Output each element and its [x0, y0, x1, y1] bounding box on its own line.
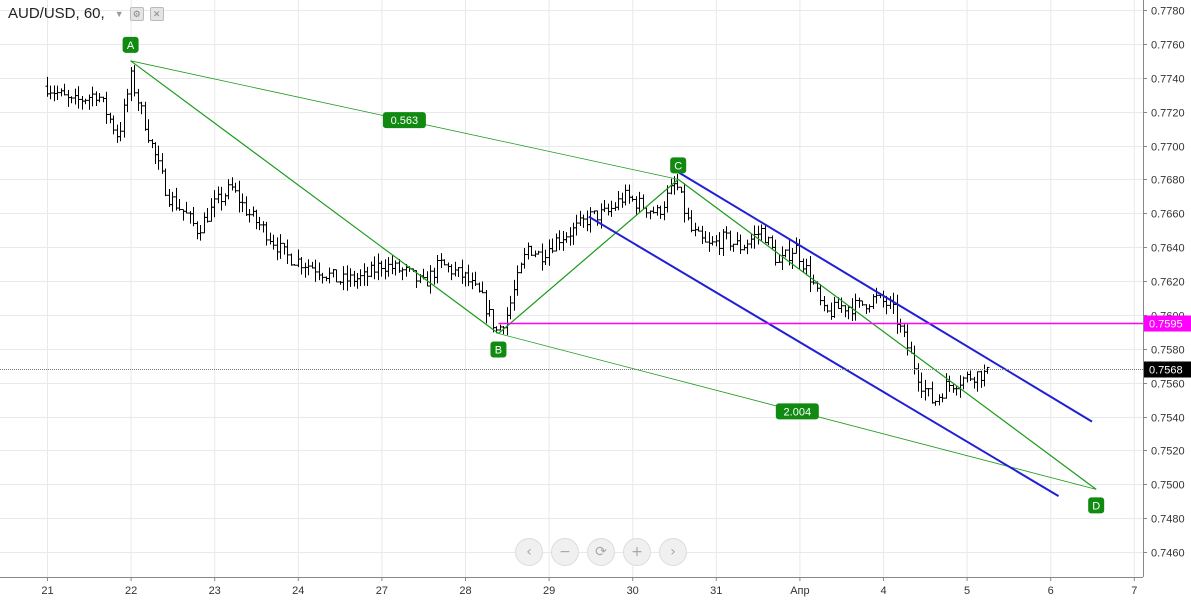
ratio-label[interactable]: 2.004: [784, 406, 812, 418]
pattern-leg-cd[interactable]: [677, 178, 1097, 490]
zoom-out-button[interactable]: −: [551, 538, 579, 566]
channel-line[interactable]: [588, 215, 1060, 497]
symbol-header: AUD/USD, 60, ▼ ⚙ ✕: [8, 5, 164, 22]
y-tick-label: 0.7500: [1151, 480, 1185, 492]
x-tick-label: 7: [1131, 585, 1137, 597]
chevron-down-icon[interactable]: ▼: [114, 8, 124, 19]
point-label-bg[interactable]: [670, 157, 687, 174]
pattern-leg-bc[interactable]: [498, 178, 679, 334]
channel-line[interactable]: [678, 171, 1093, 423]
y-tick-label: 0.7460: [1151, 548, 1185, 560]
chart-navigation: ‹ − ⟳ + ›: [515, 538, 687, 566]
ohlc-bars: [45, 65, 990, 406]
y-tick-label: 0.7620: [1151, 277, 1185, 289]
point-label-d[interactable]: D: [1092, 500, 1100, 512]
y-tick-label: 0.7740: [1151, 74, 1185, 86]
chart-drawings[interactable]: A B C D 0.563 2.004: [0, 36, 1143, 514]
point-label-b[interactable]: B: [495, 345, 502, 357]
y-tick-label: 0.7680: [1151, 175, 1185, 187]
point-label-bg[interactable]: [1088, 497, 1105, 514]
zoom-in-button[interactable]: +: [623, 538, 651, 566]
scroll-left-button[interactable]: ‹: [515, 538, 543, 566]
last-price-tag-bg: [1144, 361, 1191, 378]
level-price-tag-bg: [1144, 315, 1191, 332]
x-tick-label: 22: [125, 585, 137, 597]
point-label-c[interactable]: C: [674, 160, 682, 172]
symbol-title[interactable]: AUD/USD, 60,: [8, 5, 105, 22]
x-tick-label: 4: [880, 585, 886, 597]
pattern-leg-ab[interactable]: [130, 60, 499, 334]
x-tick-label: 21: [41, 585, 53, 597]
scroll-right-button[interactable]: ›: [659, 538, 687, 566]
y-tick-label: 0.7480: [1151, 514, 1185, 526]
y-tick-label: 0.7660: [1151, 209, 1185, 221]
y-tick-label: 0.7540: [1151, 413, 1185, 425]
reset-chart-button[interactable]: ⟳: [587, 538, 615, 566]
x-tick-label: Апр: [790, 585, 809, 597]
x-tick-label: 5: [964, 585, 970, 597]
level-price-tag: 0.7595: [1149, 319, 1183, 331]
x-tick-label: 31: [710, 585, 722, 597]
x-tick-label: 27: [376, 585, 388, 597]
y-tick-label: 0.7520: [1151, 446, 1185, 458]
x-tick-label: 6: [1048, 585, 1054, 597]
x-tick-label: 24: [292, 585, 304, 597]
ratio-label[interactable]: 0.563: [391, 115, 419, 127]
y-tick-label: 0.7760: [1151, 40, 1185, 52]
y-tick-label: 0.7720: [1151, 108, 1185, 120]
y-tick-label: 0.7580: [1151, 345, 1185, 357]
x-tick-label: 30: [627, 585, 639, 597]
x-tick-label: 23: [209, 585, 221, 597]
close-icon[interactable]: ✕: [149, 6, 164, 21]
y-tick-label: 0.7640: [1151, 243, 1185, 255]
ratio-label-bg[interactable]: [382, 112, 426, 129]
settings-icon[interactable]: ⚙: [129, 6, 144, 21]
y-tick-label: 0.7700: [1151, 142, 1185, 154]
point-label-bg[interactable]: [122, 36, 139, 53]
y-tick-label: 0.7780: [1151, 6, 1185, 18]
last-price-tag: 0.7568: [1149, 365, 1183, 377]
chart-grid: [0, 0, 1143, 577]
x-tick-label: 29: [543, 585, 555, 597]
y-tick-label: 0.7560: [1151, 379, 1185, 391]
point-label-bg[interactable]: [490, 341, 507, 358]
point-label-a[interactable]: A: [127, 40, 135, 52]
x-tick-label: 28: [459, 585, 471, 597]
ratio-label-bg[interactable]: [775, 403, 819, 420]
